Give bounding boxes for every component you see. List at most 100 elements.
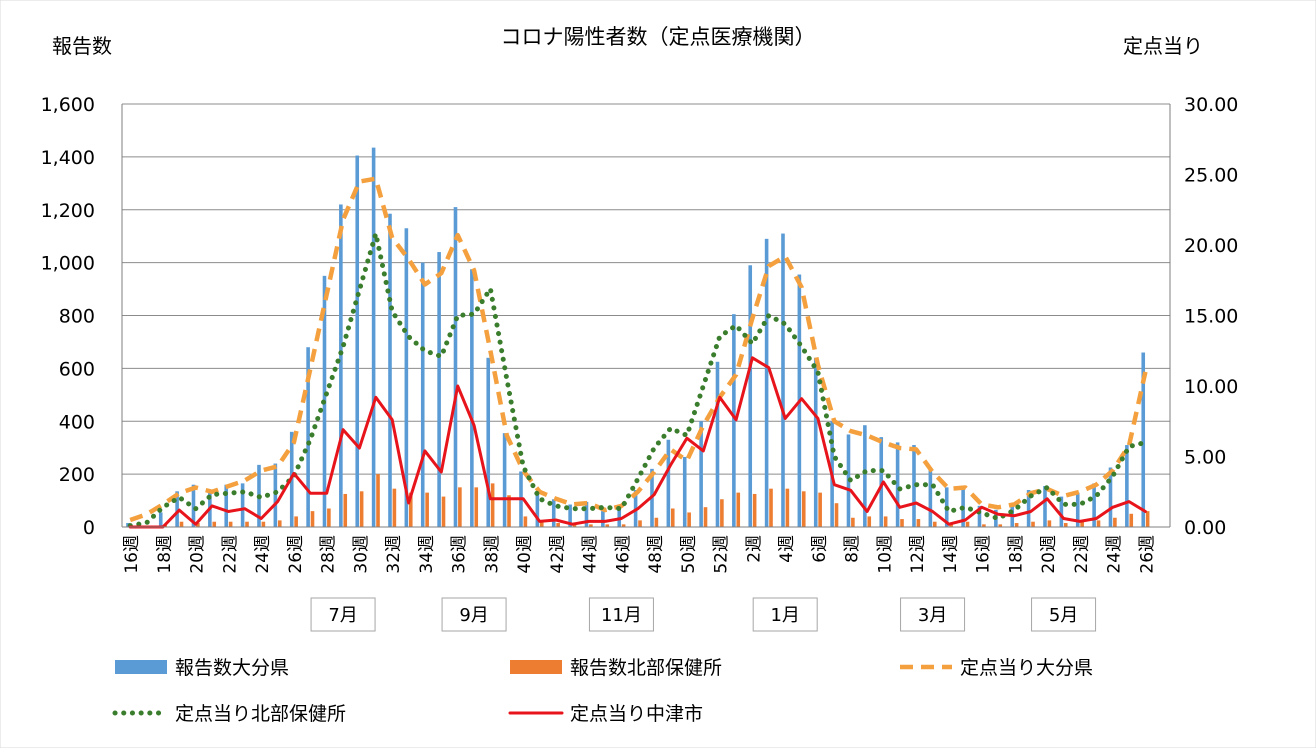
month-label-box: 11月: [588, 597, 654, 632]
x-tick-label: 4週: [777, 535, 797, 563]
bar-hokubu: [769, 488, 773, 527]
x-tick-label: 6週: [810, 535, 830, 563]
x-tick-label: 34週: [417, 535, 437, 574]
bar-oita: [1092, 483, 1096, 527]
bar-oita: [486, 357, 491, 527]
bar-hokubu: [212, 521, 217, 527]
x-tick-label: 10週: [875, 535, 895, 574]
x-tick-label: 42週: [548, 535, 568, 574]
x-tick-label: 22週: [1072, 535, 1092, 574]
bar-oita: [191, 484, 196, 527]
bar-hokubu: [261, 521, 266, 527]
chart-title: コロナ陽性者数（定点医療機関）: [501, 25, 816, 49]
y-right-axis-title: 定点当り: [1123, 34, 1203, 58]
bar-oita: [912, 445, 916, 527]
y-right-tick: 25.00: [1184, 165, 1238, 187]
bar-hokubu: [523, 516, 528, 527]
legend-label: 定点当り大分県: [960, 657, 1093, 679]
bar-oita: [453, 207, 458, 527]
bar-oita: [977, 505, 982, 527]
month-label-box: 5月: [1031, 597, 1097, 632]
x-tick-label: 16週: [974, 535, 994, 574]
x-tick-label: 24週: [253, 535, 273, 574]
bar-hokubu: [605, 524, 610, 527]
bar-oita: [1125, 445, 1129, 527]
line-teiten-oita: [129, 176, 1148, 523]
y-left-tick: 1,000: [41, 253, 95, 275]
bar-oita: [273, 463, 278, 527]
y-left-axis-title: 報告数: [52, 34, 112, 58]
bar-hokubu: [589, 524, 593, 527]
month-box-frame: [752, 597, 818, 632]
bar-hokubu: [932, 521, 937, 527]
bar-hokubu: [490, 483, 495, 527]
bar-oita: [764, 238, 769, 528]
bar-oita: [551, 499, 556, 527]
bar-oita: [1026, 489, 1031, 527]
bar-hokubu: [900, 519, 904, 527]
bar-hokubu: [801, 491, 806, 527]
bar-oita: [437, 252, 441, 528]
x-tick-label: 48週: [646, 535, 666, 574]
legend-item: 報告数北部保健所: [510, 657, 722, 679]
bar-oita: [568, 504, 572, 527]
bar-oita: [715, 361, 720, 527]
bar-hokubu: [1014, 523, 1019, 527]
bar-oita: [895, 442, 900, 527]
bar-hokubu: [834, 503, 839, 527]
bar-hokubu: [1031, 521, 1035, 527]
bar-hokubu: [654, 517, 659, 527]
line-teiten-hokubu: [127, 231, 1148, 529]
bar-oita: [420, 262, 425, 527]
bar-hokubu: [1047, 520, 1052, 527]
month-box-frame: [900, 597, 966, 632]
y-left-tick: 1,400: [41, 147, 95, 169]
bar-oita: [601, 511, 605, 527]
month-label-box: 9月: [441, 597, 507, 632]
legend-item: 報告数大分県: [115, 657, 289, 679]
y-left-tick: 0: [83, 517, 95, 539]
month-box-frame: [441, 597, 507, 632]
bar-hokubu: [425, 492, 429, 527]
legend-swatch: [115, 660, 167, 674]
bar-oita: [355, 155, 360, 527]
x-tick-label: 32週: [384, 535, 404, 574]
y-left-tick: 800: [59, 306, 95, 328]
bar-hokubu: [818, 492, 822, 527]
y-right-tick: 30.00: [1184, 94, 1238, 116]
bar-oita: [224, 484, 229, 527]
bar-oita: [682, 456, 687, 527]
month-label: 11月: [601, 605, 642, 626]
legend-label: 報告数大分県: [175, 657, 289, 679]
bar-oita: [535, 493, 540, 527]
line-teiten-nakatsu: [128, 356, 1147, 529]
bar-oita: [1141, 352, 1146, 527]
x-tick-label: 50週: [679, 535, 699, 574]
bar-hokubu: [1129, 513, 1134, 527]
bar-hokubu: [1145, 511, 1150, 527]
y-right-tick: 5.00: [1184, 447, 1226, 469]
bar-hokubu: [1113, 517, 1117, 527]
bar-oita: [584, 501, 589, 527]
bar-hokubu: [998, 524, 1003, 527]
month-label: 3月: [918, 605, 947, 626]
legend-item: 定点当り北部保健所: [112, 703, 346, 725]
month-box-frame: [310, 597, 376, 632]
bar-hokubu: [228, 521, 233, 527]
bar-hokubu: [621, 524, 626, 527]
x-tick-label: 28週: [319, 535, 339, 574]
month-label: 9月: [459, 605, 488, 626]
bar-oita: [813, 357, 818, 527]
bar-hokubu: [883, 516, 888, 527]
legend-label: 報告数北部保健所: [570, 657, 722, 679]
bar-hokubu: [1063, 523, 1068, 527]
legend-item: 定点当り大分県: [900, 657, 1093, 679]
bar-hokubu: [343, 493, 348, 527]
bar-hokubu: [916, 519, 921, 527]
x-tick-label: 20週: [1039, 535, 1059, 574]
x-tick-label: 14週: [941, 535, 961, 574]
x-tick-label: 16週: [122, 535, 142, 574]
x-tick-label: 36週: [450, 535, 470, 574]
